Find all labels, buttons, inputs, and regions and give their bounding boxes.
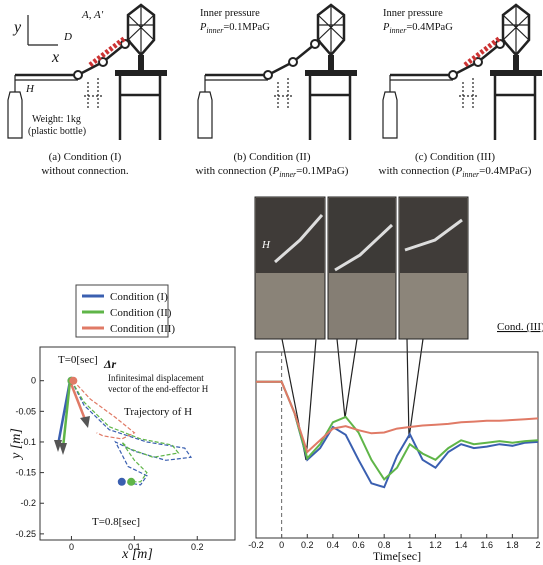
x-tick-label: -0.2 <box>248 540 264 550</box>
sub: inner <box>389 26 407 35</box>
x-tick-label: 2 <box>535 540 540 550</box>
annotation: T=0.8[sec] <box>92 516 140 528</box>
caption: without connection. <box>41 165 129 177</box>
end-point <box>127 478 135 486</box>
pressure-title: Inner pressure <box>200 8 260 19</box>
legend-label: Condition (I) <box>110 291 168 303</box>
c: with connection ( <box>379 165 456 177</box>
val: =0.1MPaG <box>223 22 270 33</box>
x-tick-label: 1.2 <box>429 540 442 550</box>
label-a: A, A′ <box>81 9 104 21</box>
x-tick-label: 1.8 <box>506 540 519 550</box>
bottle-label: (plastic bottle) <box>28 126 86 137</box>
axis-y: y <box>12 19 22 36</box>
photo-bg <box>256 198 324 273</box>
x-label: Time[sec] <box>373 549 421 563</box>
legend-label: Condition (III) <box>110 323 175 335</box>
c: with connection ( <box>196 165 273 177</box>
c: =0.4MPaG) <box>479 165 532 177</box>
annotation: Infinitesimal displacement <box>108 373 204 383</box>
y-tick-label: -0.2 <box>20 498 36 508</box>
x-tick-label: 0.2 <box>191 542 204 552</box>
annotation: Δr <box>103 357 117 371</box>
y-tick-label: -0.05 <box>15 406 36 416</box>
annotation: vector of the end-effector H <box>108 384 209 394</box>
x-tick-label: 1.6 <box>480 540 493 550</box>
y-tick-label: -0.15 <box>15 468 36 478</box>
photo-label: H <box>261 239 271 251</box>
x-tick-label: 0.4 <box>327 540 340 550</box>
photo-bg <box>329 198 395 273</box>
caption: with connection (Pinner=0.1MPaG) <box>196 165 349 179</box>
caption: (a) Condition (I) <box>49 151 122 163</box>
y-tick-label: -0.25 <box>15 529 36 539</box>
end-point <box>118 478 126 486</box>
c: =0.1MPaG) <box>296 165 349 177</box>
series-line <box>256 382 538 488</box>
caption: (b) Condition (II) <box>234 151 311 163</box>
x-tick-label: 0.2 <box>301 540 314 550</box>
series-line <box>72 381 192 485</box>
val: =0.4MPaG <box>406 22 453 33</box>
x-label: x [m] <box>121 547 153 562</box>
annotation: T=0[sec] <box>58 354 98 366</box>
x-tick-label: 1.4 <box>455 540 468 550</box>
pressure-title: Inner pressure <box>383 8 443 19</box>
x-tick-label: 0 <box>279 540 284 550</box>
photo-bg <box>400 198 467 273</box>
x-tick-label: 0 <box>69 542 74 552</box>
weight: Weight: 1kg <box>32 114 81 125</box>
label-d: D <box>63 31 72 43</box>
start-point <box>69 377 77 385</box>
caption: (c) Condition (III) <box>415 151 495 163</box>
legend-label: Condition (II) <box>110 307 172 319</box>
condition-label: Cond. (III) <box>497 321 543 333</box>
pressure-value: Pinner=0.1MPaG <box>199 22 270 35</box>
caption: with connection (Pinner=0.4MPaG) <box>379 165 532 179</box>
axis-x: x <box>51 49 59 66</box>
pressure-value: Pinner=0.4MPaG <box>382 22 453 35</box>
figure: y x D A, A′ H Weight: 1kg (plastic bottl… <box>0 0 543 565</box>
y-tick-label: 0 <box>31 376 36 386</box>
frame-axes <box>28 15 58 45</box>
x-tick-label: 0.6 <box>352 540 365 550</box>
c: inner <box>279 170 297 179</box>
c: inner <box>462 170 480 179</box>
label-h: H <box>25 83 35 95</box>
annotation: Trajectory of H <box>124 406 192 418</box>
y-label: y [m] <box>9 428 24 461</box>
sub: inner <box>206 26 224 35</box>
